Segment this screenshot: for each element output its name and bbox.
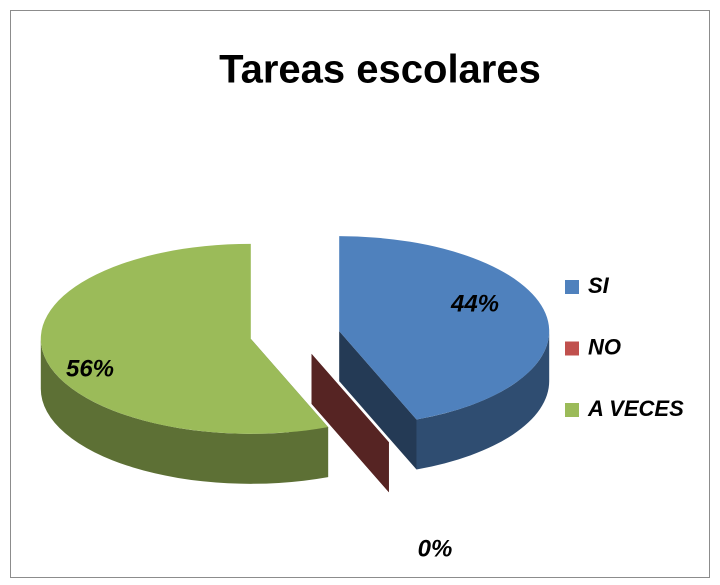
- data-label: 44%: [450, 290, 499, 317]
- slice: [339, 236, 550, 420]
- slice-wall: [339, 331, 417, 470]
- data-label: 56%: [66, 355, 114, 382]
- legend-swatch: [565, 280, 579, 294]
- data-label: 0%: [418, 535, 453, 562]
- legend-label: NO: [588, 334, 621, 359]
- chart-title: Tareas escolares: [219, 48, 541, 92]
- legend-swatch: [565, 341, 579, 356]
- legend-swatch: [565, 403, 579, 417]
- slice-side: [416, 331, 550, 470]
- slice-side: [40, 338, 329, 484]
- slice: [40, 243, 329, 434]
- legend-label: SI: [588, 273, 610, 298]
- slice-wall: [311, 353, 389, 493]
- legend-label: A VECES: [587, 396, 684, 421]
